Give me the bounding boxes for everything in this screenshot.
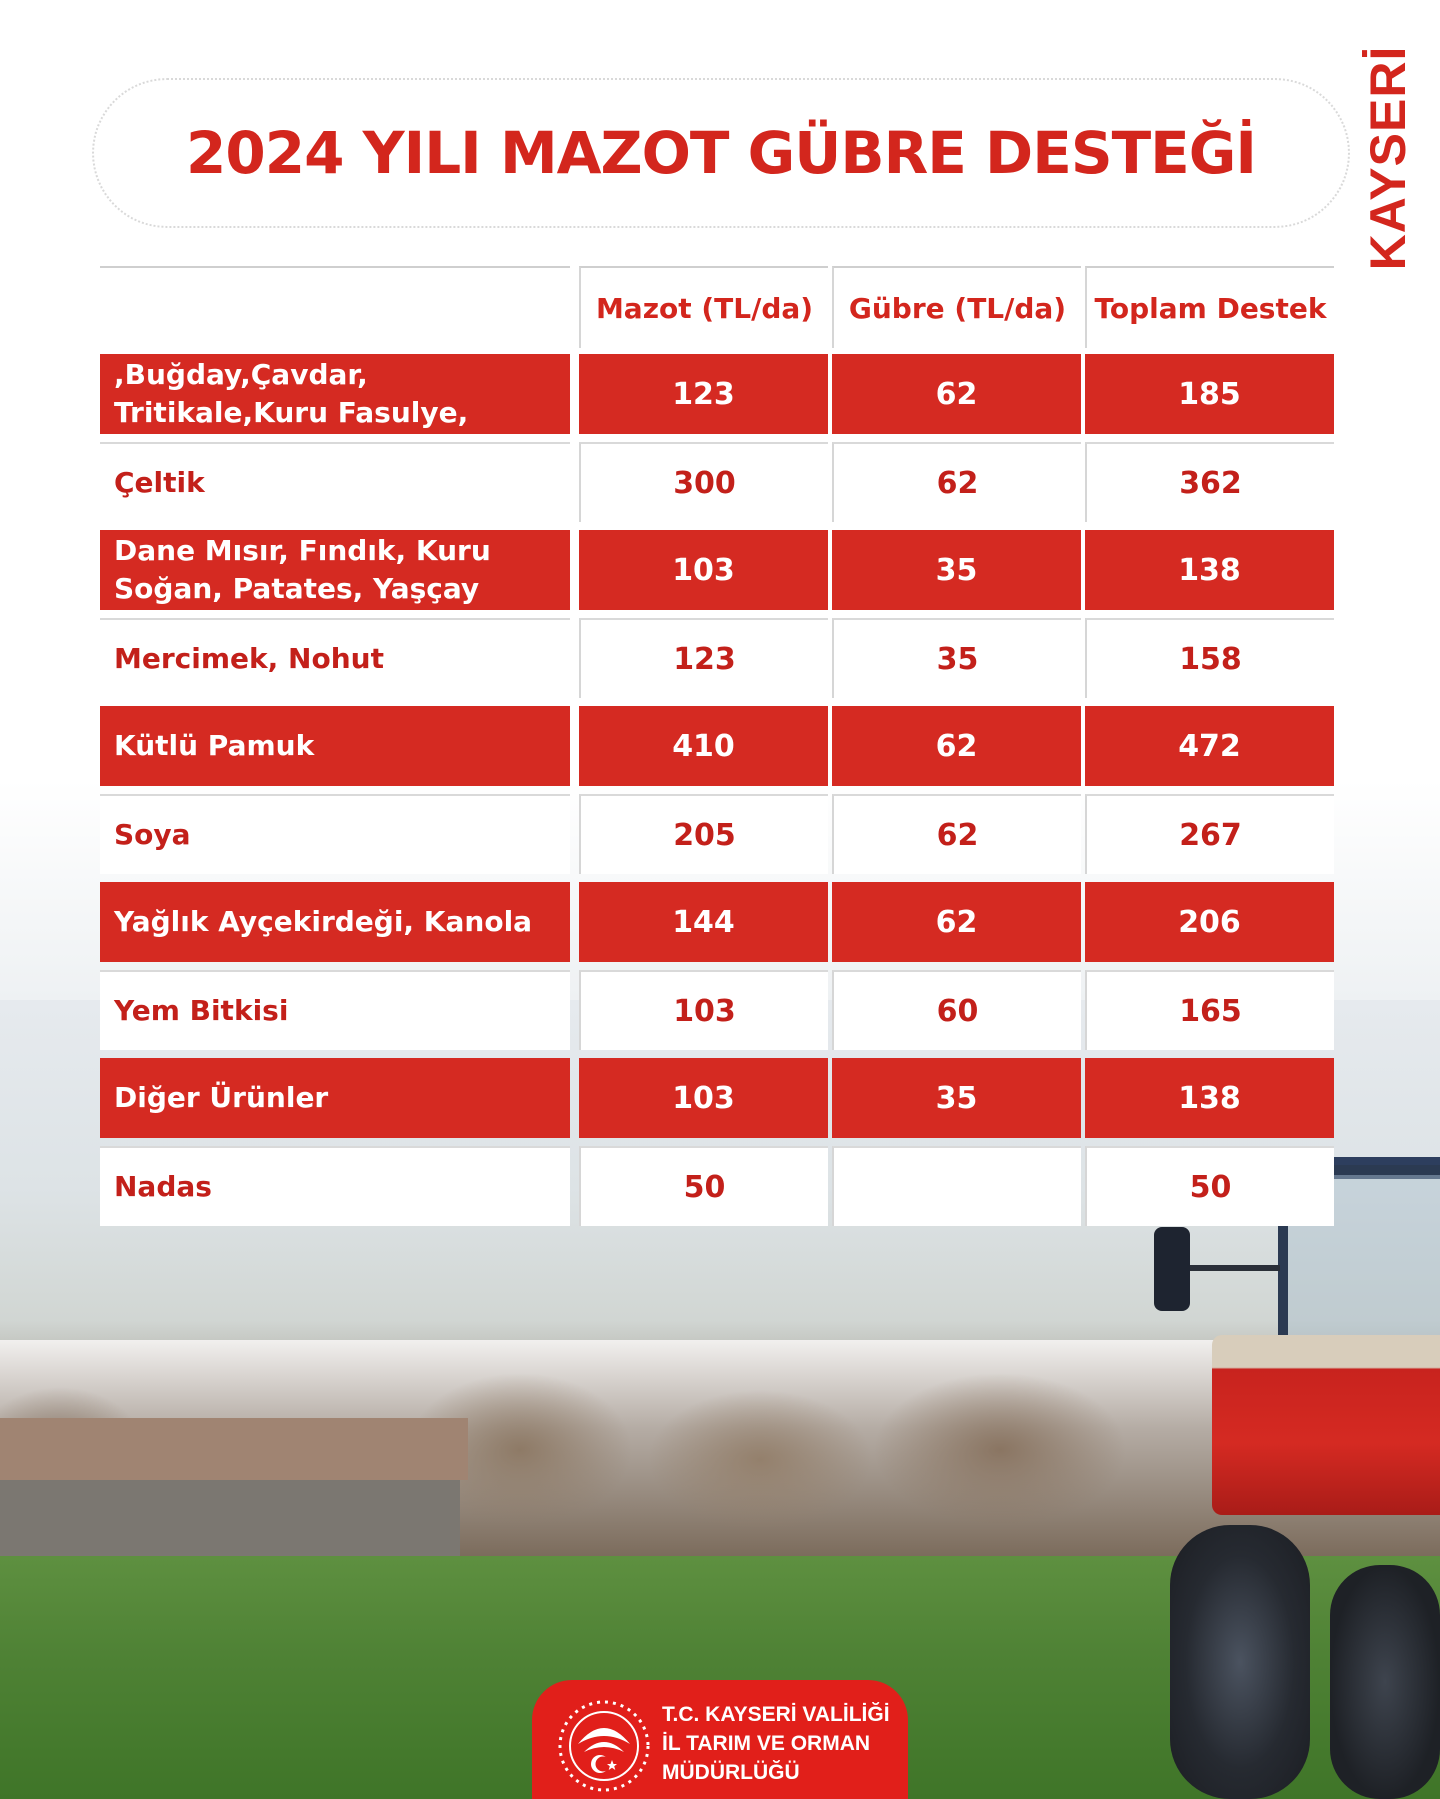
gubre-value: 62 [935, 904, 978, 940]
crop-name: Nadas [114, 1170, 212, 1203]
gubre-value: 62 [935, 376, 978, 412]
table-row: Diğer Ürünler 103 35 138 [100, 1058, 1334, 1138]
crop-name: Mercimek, Nohut [114, 642, 384, 675]
table-row: Mercimek, Nohut 123 35 158 [100, 618, 1334, 698]
logo-line-3: MÜDÜRLÜĞÜ [662, 1761, 800, 1784]
toplam-value: 472 [1178, 728, 1241, 764]
toplam-value: 158 [1179, 641, 1242, 677]
mazot-value: 144 [672, 904, 735, 940]
mazot-value: 50 [683, 1169, 726, 1205]
toplam-value: 267 [1179, 817, 1242, 853]
mazot-value: 123 [673, 641, 736, 677]
toplam-value: 206 [1178, 904, 1241, 940]
toplam-value: 138 [1178, 552, 1241, 588]
header-toplam: Toplam Destek [1085, 266, 1334, 348]
header-gubre: Gübre (TL/da) [832, 266, 1081, 348]
barn [0, 1418, 468, 1560]
table-row: Kütlü Pamuk 410 62 472 [100, 706, 1334, 786]
gubre-value: 62 [935, 728, 978, 764]
crop-name: Dane Mısır, Fındık, Kuru Soğan, Patates,… [114, 534, 491, 605]
gubre-value: 35 [935, 1080, 978, 1116]
title-banner: 2024 YILI MAZOT GÜBRE DESTEĞİ [92, 78, 1350, 228]
mazot-value: 103 [672, 552, 735, 588]
mazot-value: 123 [672, 376, 735, 412]
crop-name: Soya [114, 818, 191, 851]
header-blank-cell [100, 266, 570, 348]
toplam-value: 50 [1189, 1169, 1232, 1205]
table-row: Dane Mısır, Fındık, Kuru Soğan, Patates,… [100, 530, 1334, 610]
mazot-value: 205 [673, 817, 736, 853]
mazot-value: 300 [673, 465, 736, 501]
gubre-value: 35 [935, 552, 978, 588]
mazot-value: 410 [672, 728, 735, 764]
crop-name: Diğer Ürünler [114, 1081, 329, 1114]
table-row: Yağlık Ayçekirdeği, Kanola 144 62 206 [100, 882, 1334, 962]
ministry-emblem-icon [558, 1700, 650, 1792]
city-label-vertical: KAYSERİ [1360, 45, 1416, 271]
table-row: Yem Bitkisi 103 60 165 [100, 970, 1334, 1050]
logo-line-1: T.C. KAYSERİ VALİLİĞİ [662, 1703, 890, 1726]
gubre-value: 60 [936, 993, 979, 1029]
table-row: Nadas 50 50 [100, 1146, 1334, 1226]
toplam-value: 362 [1179, 465, 1242, 501]
gubre-value: 35 [936, 641, 979, 677]
gubre-value: 62 [936, 465, 979, 501]
table-header: Mazot (TL/da) Gübre (TL/da) Toplam Deste… [100, 266, 1334, 348]
toplam-value: 185 [1178, 376, 1241, 412]
header-mazot: Mazot (TL/da) [579, 266, 828, 348]
table-row: Arpa,Aspir ,Buğday,Çavdar, Tritikale,Kur… [100, 320, 1334, 467]
gubre-value: 62 [936, 817, 979, 853]
tractor-spreader [1150, 1157, 1440, 1799]
table-row: Çeltik 300 62 362 [100, 442, 1334, 522]
mazot-value: 103 [673, 993, 736, 1029]
crop-name: Çeltik [114, 466, 205, 499]
page-title: 2024 YILI MAZOT GÜBRE DESTEĞİ [186, 119, 1257, 187]
toplam-value: 165 [1179, 993, 1242, 1029]
mazot-value: 103 [672, 1080, 735, 1116]
logo-line-2: İL TARIM VE ORMAN [662, 1732, 871, 1755]
support-table: Mazot (TL/da) Gübre (TL/da) Toplam Deste… [100, 266, 1334, 1226]
table-row: Soya 205 62 267 [100, 794, 1334, 874]
toplam-value: 138 [1178, 1080, 1241, 1116]
crop-name: Yağlık Ayçekirdeği, Kanola [114, 905, 533, 938]
crop-name: Yem Bitkisi [114, 994, 289, 1027]
ministry-logo: T.C. KAYSERİ VALİLİĞİ İL TARIM VE ORMAN … [532, 1680, 908, 1799]
crop-name: Kütlü Pamuk [114, 729, 315, 762]
